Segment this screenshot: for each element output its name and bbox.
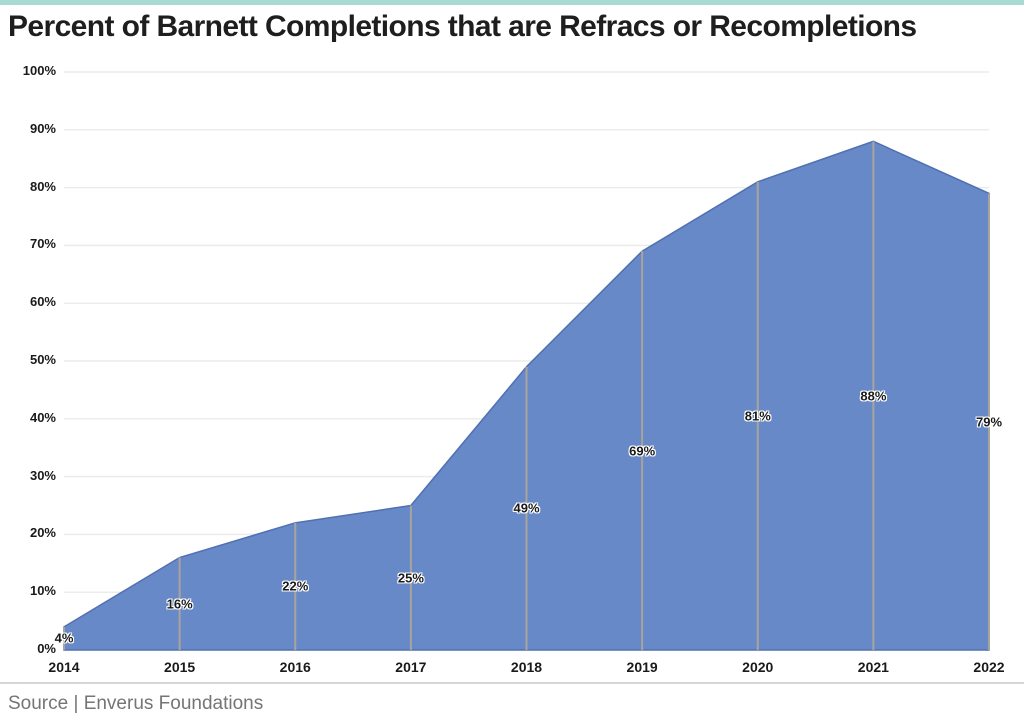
data-value-label: 25% [397, 570, 424, 586]
data-value-label: 22% [282, 578, 309, 594]
x-tick-label: 2014 [48, 659, 80, 675]
data-value-label: 16% [166, 596, 193, 612]
y-tick-label: 100% [22, 63, 56, 78]
x-tick-label: 2015 [164, 659, 196, 675]
data-value-label: 69% [629, 443, 656, 459]
x-tick-label: 2019 [626, 659, 658, 675]
top-accent-bar [0, 0, 1024, 5]
y-tick-label: 30% [29, 467, 56, 483]
x-tick-label: 2018 [510, 659, 543, 675]
x-tick-label: 2020 [742, 659, 774, 675]
data-value-label: 4% [54, 630, 74, 646]
y-tick-label: 70% [29, 236, 56, 252]
chart-title: Percent of Barnett Completions that are … [8, 10, 917, 43]
x-tick-label: 2016 [279, 659, 311, 675]
x-tick-label: 2021 [857, 659, 889, 675]
data-value-label: 88% [860, 388, 887, 404]
y-tick-label: 0% [37, 641, 56, 656]
y-tick-label: 80% [29, 178, 56, 194]
footer-divider [0, 682, 1024, 684]
data-value-label: 79% [975, 414, 1003, 430]
y-tick-label: 10% [29, 583, 56, 599]
y-tick-label: 90% [29, 120, 56, 136]
y-tick-label: 20% [29, 525, 56, 541]
y-tick-label: 50% [29, 352, 56, 367]
x-tick-label: 2017 [395, 659, 427, 675]
data-value-label: 49% [513, 500, 540, 516]
data-value-label: 81% [744, 408, 771, 424]
x-tick-label: 2022 [973, 659, 1005, 675]
y-tick-label: 60% [29, 294, 56, 310]
y-tick-label: 40% [29, 409, 56, 425]
source-caption: Source | Enverus Foundations [8, 693, 264, 714]
